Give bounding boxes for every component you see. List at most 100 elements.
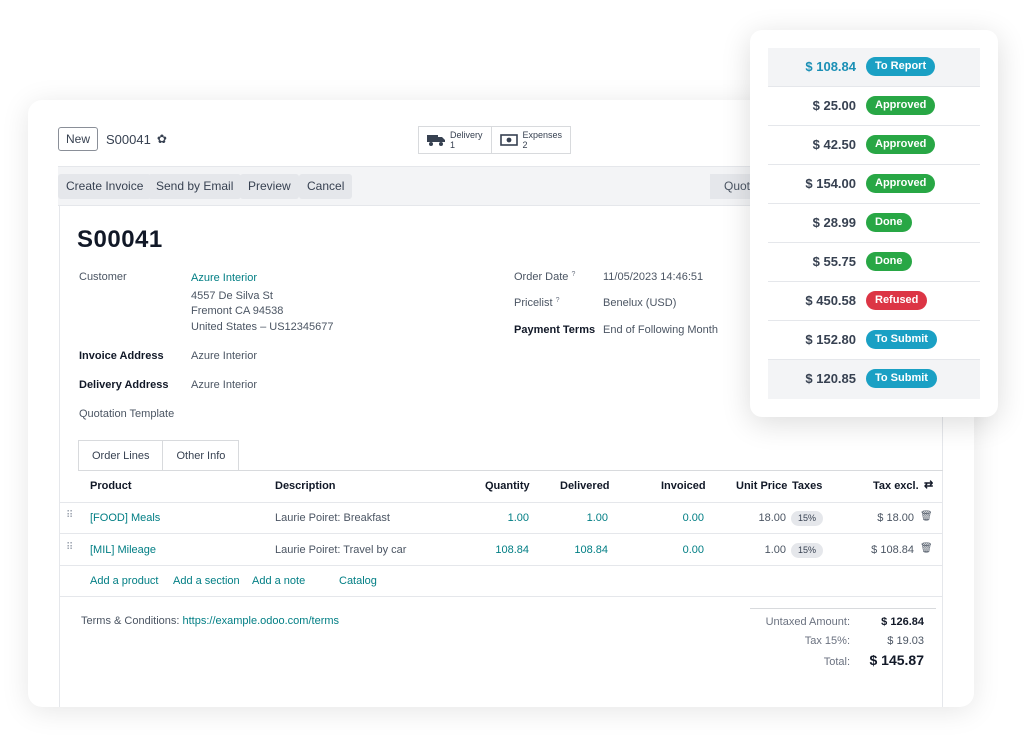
quotation-template-label: Quotation Template: [79, 408, 175, 420]
col-tax-excl[interactable]: Tax excl.: [873, 480, 919, 492]
money-icon: [499, 134, 518, 146]
row-description[interactable]: Laurie Poiret: Breakfast: [275, 512, 390, 524]
expense-amount: $ 25.00: [812, 98, 856, 113]
row-unit-price[interactable]: 1.00: [764, 544, 786, 556]
expense-row[interactable]: $ 55.75 Done: [768, 243, 980, 282]
col-taxes[interactable]: Taxes: [792, 480, 823, 492]
terms-conditions: Terms & Conditions: https://example.odoo…: [81, 615, 339, 627]
terms-link[interactable]: https://example.odoo.com/terms: [182, 615, 340, 627]
page-title: S00041: [77, 226, 163, 253]
col-invoiced[interactable]: Invoiced: [661, 480, 706, 492]
expense-amount: $ 55.75: [812, 254, 856, 269]
delivery-address-field[interactable]: Azure Interior: [191, 379, 258, 391]
trash-icon[interactable]: 🗑: [920, 511, 933, 522]
expense-amount: $ 154.00: [805, 176, 856, 191]
status-badge: Approved: [866, 174, 936, 193]
expense-row[interactable]: $ 120.85 To Submit: [768, 360, 980, 399]
add-section-link[interactable]: Add a section: [173, 575, 240, 587]
delivery-count: 1: [450, 140, 456, 150]
customer-address-line: 4557 De Silva St: [191, 290, 273, 302]
untaxed-amount-label: Untaxed Amount:: [765, 616, 850, 628]
row-invoiced[interactable]: 0.00: [682, 544, 704, 556]
tax-value: $ 19.03: [887, 635, 924, 647]
row-delivered[interactable]: 1.00: [586, 512, 608, 524]
cancel-button[interactable]: Cancel: [299, 174, 353, 199]
expense-amount: $ 28.99: [812, 215, 856, 230]
expense-row[interactable]: $ 28.99 Done: [768, 204, 980, 243]
col-product[interactable]: Product: [90, 480, 132, 492]
notebook-tabs: Order Lines Other Info: [78, 440, 240, 470]
expense-amount: $ 120.85: [805, 371, 856, 386]
tax-tag[interactable]: 15%: [791, 511, 824, 526]
tax-tag[interactable]: 15%: [791, 543, 824, 558]
column-settings-icon[interactable]: ⇄: [924, 479, 934, 491]
order-date-field[interactable]: 11/05/2023 14:46:51: [603, 271, 704, 283]
expense-row[interactable]: $ 154.00 Approved: [768, 165, 980, 204]
customer-label: Customer: [79, 271, 127, 283]
customer-address-line: United States – US12345677: [191, 321, 334, 333]
help-icon: ?: [571, 271, 576, 278]
add-note-link[interactable]: Add a note: [252, 575, 306, 587]
totals-divider: [750, 608, 936, 609]
customer-field[interactable]: Azure Interior: [191, 272, 258, 284]
drag-handle-icon[interactable]: ⠿: [66, 510, 74, 521]
row-quantity[interactable]: 108.84: [495, 544, 529, 556]
expense-row[interactable]: $ 42.50 Approved: [768, 126, 980, 165]
row-description[interactable]: Laurie Poiret: Travel by car: [275, 544, 407, 556]
expense-row[interactable]: $ 25.00 Approved: [768, 87, 980, 126]
order-date-label: Order Date ?: [514, 271, 576, 283]
new-button[interactable]: New: [58, 127, 99, 151]
breadcrumb-record-name: S00041: [106, 131, 151, 147]
expense-row[interactable]: $ 108.84 To Report: [768, 48, 980, 87]
row-delivered[interactable]: 108.84: [574, 544, 608, 556]
status-badge: Done: [866, 252, 912, 271]
trash-icon[interactable]: 🗑: [920, 543, 933, 554]
drag-handle-icon[interactable]: ⠿: [66, 542, 74, 553]
expense-amount: $ 42.50: [812, 137, 856, 152]
tab-divider: [78, 470, 943, 471]
delivery-smart-button[interactable]: Delivery 1: [418, 126, 492, 154]
control-panel: New S00041 ✿: [58, 127, 167, 151]
pricelist-label: Pricelist ?: [514, 297, 560, 309]
expense-amount: $ 450.58: [805, 293, 856, 308]
row-unit-price[interactable]: 18.00: [758, 512, 786, 524]
preview-button[interactable]: Preview: [240, 174, 299, 199]
tab-other-info[interactable]: Other Info: [163, 440, 240, 470]
create-invoice-button[interactable]: Create Invoice: [58, 174, 152, 199]
row-quantity[interactable]: 1.00: [507, 512, 529, 524]
invoice-address-field[interactable]: Azure Interior: [191, 350, 258, 362]
row-invoiced[interactable]: 0.00: [682, 512, 704, 524]
col-description[interactable]: Description: [275, 480, 336, 492]
send-by-email-button[interactable]: Send by Email: [148, 174, 242, 199]
expense-row[interactable]: $ 450.58 Refused: [768, 282, 980, 321]
total-value: $ 145.87: [869, 652, 925, 668]
row-product[interactable]: [FOOD] Meals: [90, 512, 161, 524]
expenses-count: 2: [522, 140, 528, 150]
terms-label: Terms & Conditions:: [81, 615, 180, 627]
status-badge: To Report: [866, 57, 936, 76]
payment-terms-label: Payment Terms: [514, 324, 596, 336]
help-icon: ?: [555, 297, 560, 304]
col-quantity[interactable]: Quantity: [485, 480, 530, 492]
col-delivered[interactable]: Delivered: [560, 480, 610, 492]
catalog-link[interactable]: Catalog: [339, 575, 377, 587]
expenses-smart-button[interactable]: Expenses 2: [491, 126, 572, 154]
status-badge: To Submit: [866, 330, 937, 349]
expenses-status-popup: $ 108.84 To Report $ 25.00 Approved $ 42…: [750, 30, 998, 417]
tab-order-lines[interactable]: Order Lines: [78, 440, 164, 470]
status-badge: Approved: [866, 96, 936, 115]
expense-amount: $ 108.84: [805, 59, 856, 74]
add-product-link[interactable]: Add a product: [90, 575, 159, 587]
payment-terms-field[interactable]: End of Following Month: [603, 324, 718, 336]
row-product[interactable]: [MIL] Mileage: [90, 544, 157, 556]
col-unit-price[interactable]: Unit Price: [736, 480, 788, 492]
gear-icon[interactable]: ✿: [156, 132, 167, 146]
status-badge: Refused: [866, 291, 928, 310]
expense-row[interactable]: $ 152.80 To Submit: [768, 321, 980, 360]
pricelist-field[interactable]: Benelux (USD): [603, 297, 677, 309]
smart-buttons: Delivery 1 Expenses 2: [418, 126, 572, 154]
status-badge: To Submit: [866, 369, 937, 388]
total-label: Total:: [823, 656, 850, 668]
customer-address-line: Fremont CA 94538: [191, 305, 284, 317]
row-subtotal: $ 18.00: [877, 512, 914, 524]
